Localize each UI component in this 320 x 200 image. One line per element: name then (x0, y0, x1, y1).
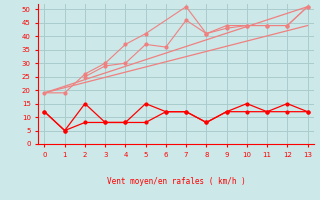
X-axis label: Vent moyen/en rafales ( km/h ): Vent moyen/en rafales ( km/h ) (107, 177, 245, 186)
